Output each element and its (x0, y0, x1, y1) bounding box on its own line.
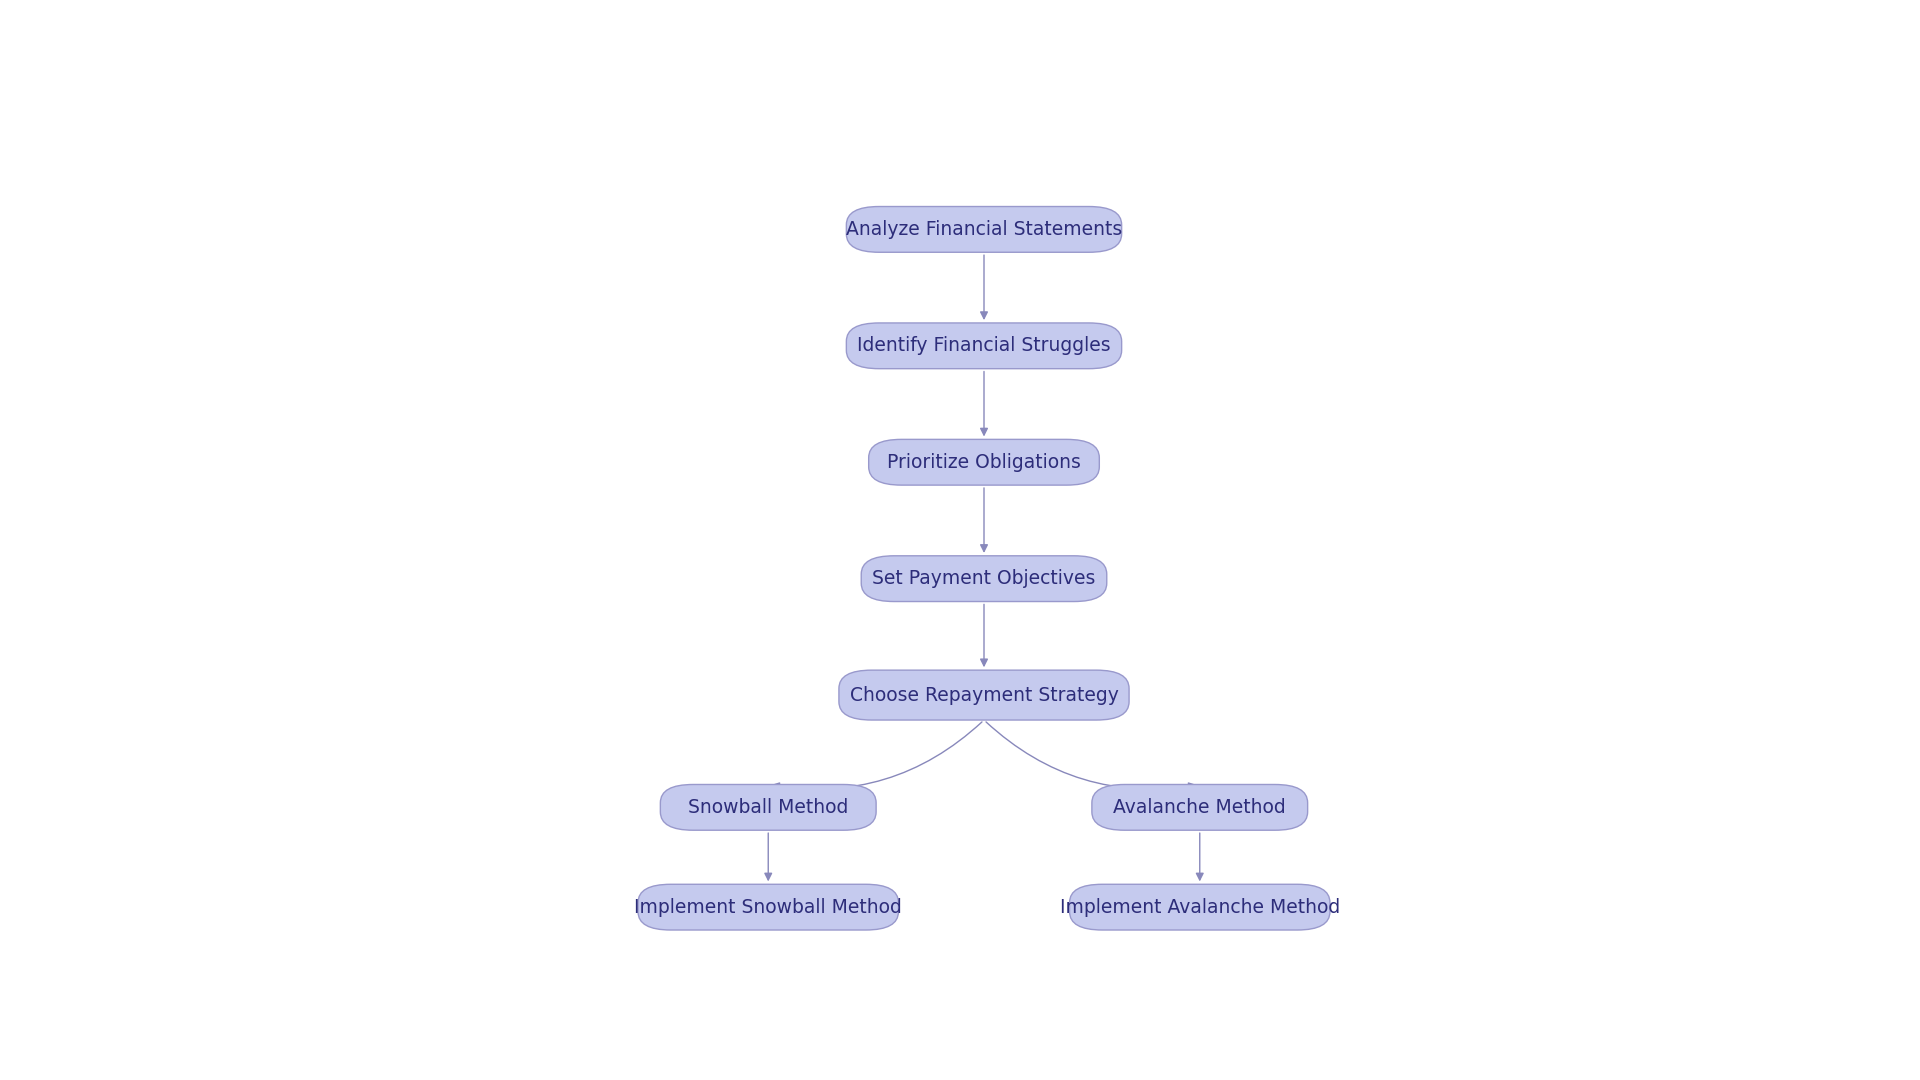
FancyBboxPatch shape (839, 670, 1129, 720)
FancyBboxPatch shape (868, 440, 1100, 485)
Text: Set Payment Objectives: Set Payment Objectives (872, 569, 1096, 589)
FancyBboxPatch shape (1069, 885, 1331, 930)
FancyBboxPatch shape (660, 784, 876, 831)
FancyBboxPatch shape (637, 885, 899, 930)
Text: Analyze Financial Statements: Analyze Financial Statements (847, 220, 1121, 239)
Text: Choose Repayment Strategy: Choose Repayment Strategy (849, 686, 1119, 704)
FancyBboxPatch shape (1092, 784, 1308, 831)
Text: Identify Financial Struggles: Identify Financial Struggles (856, 336, 1112, 355)
Text: Prioritize Obligations: Prioritize Obligations (887, 453, 1081, 472)
FancyBboxPatch shape (847, 323, 1121, 368)
Text: Snowball Method: Snowball Method (687, 798, 849, 816)
FancyBboxPatch shape (847, 206, 1121, 253)
Text: Avalanche Method: Avalanche Method (1114, 798, 1286, 816)
Text: Implement Snowball Method: Implement Snowball Method (634, 897, 902, 917)
FancyBboxPatch shape (862, 556, 1106, 602)
Text: Implement Avalanche Method: Implement Avalanche Method (1060, 897, 1340, 917)
